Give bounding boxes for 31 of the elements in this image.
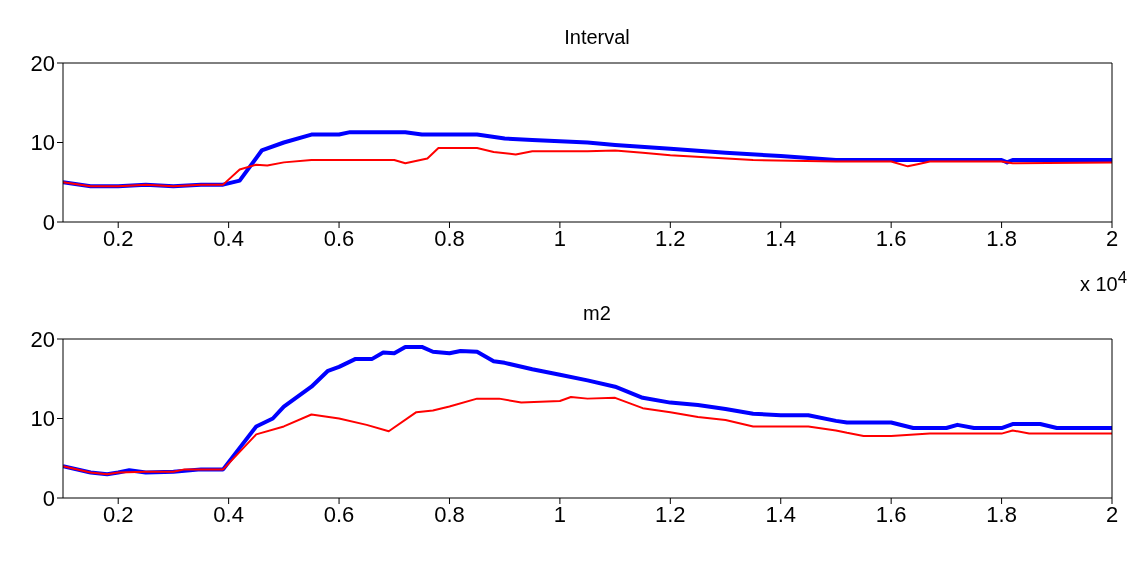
x-tick-label: 0.2 [102, 501, 134, 527]
y-tick-label: 0 [42, 209, 55, 235]
x-tick-label: 1.6 [875, 225, 907, 251]
x-tick-label: 2 [1105, 501, 1119, 527]
line-series [63, 396, 1112, 476]
y-tick-label: 10 [30, 130, 55, 156]
x-tick-label: 0.4 [213, 225, 244, 251]
x-tick-label: 1.2 [655, 225, 686, 251]
y-tick-label: 10 [30, 406, 55, 432]
x-tick-label: 1.6 [875, 501, 907, 527]
y-tick-label: 20 [30, 326, 55, 352]
x-tick-label: 1 [553, 501, 567, 527]
x-tick-label: 0.8 [434, 501, 465, 527]
x-tick-label: 1.4 [765, 501, 797, 527]
x-tick-label: 0.2 [102, 225, 134, 251]
x-tick-label: 0.4 [213, 501, 244, 527]
y-tick-label: 20 [30, 50, 55, 76]
y-tick-label: 0 [42, 485, 55, 511]
x-tick-label: 1 [553, 225, 567, 251]
line-series [63, 147, 1112, 188]
x-tick-label: 2 [1105, 225, 1119, 251]
x-tick-label: 1.4 [765, 225, 797, 251]
x-tick-label: 1.2 [655, 501, 686, 527]
x-tick-label: 0.6 [323, 501, 355, 527]
x-tick-label: 0.6 [323, 225, 355, 251]
chart-title: Interval [563, 25, 631, 50]
x-tick-label: 1.8 [986, 501, 1017, 527]
chart-title: m2 [582, 301, 612, 326]
text: x 10$^{4}$ [1078, 268, 1128, 297]
x-tick-label: 1.8 [986, 225, 1017, 251]
x-tick-label: 0.8 [434, 225, 465, 251]
